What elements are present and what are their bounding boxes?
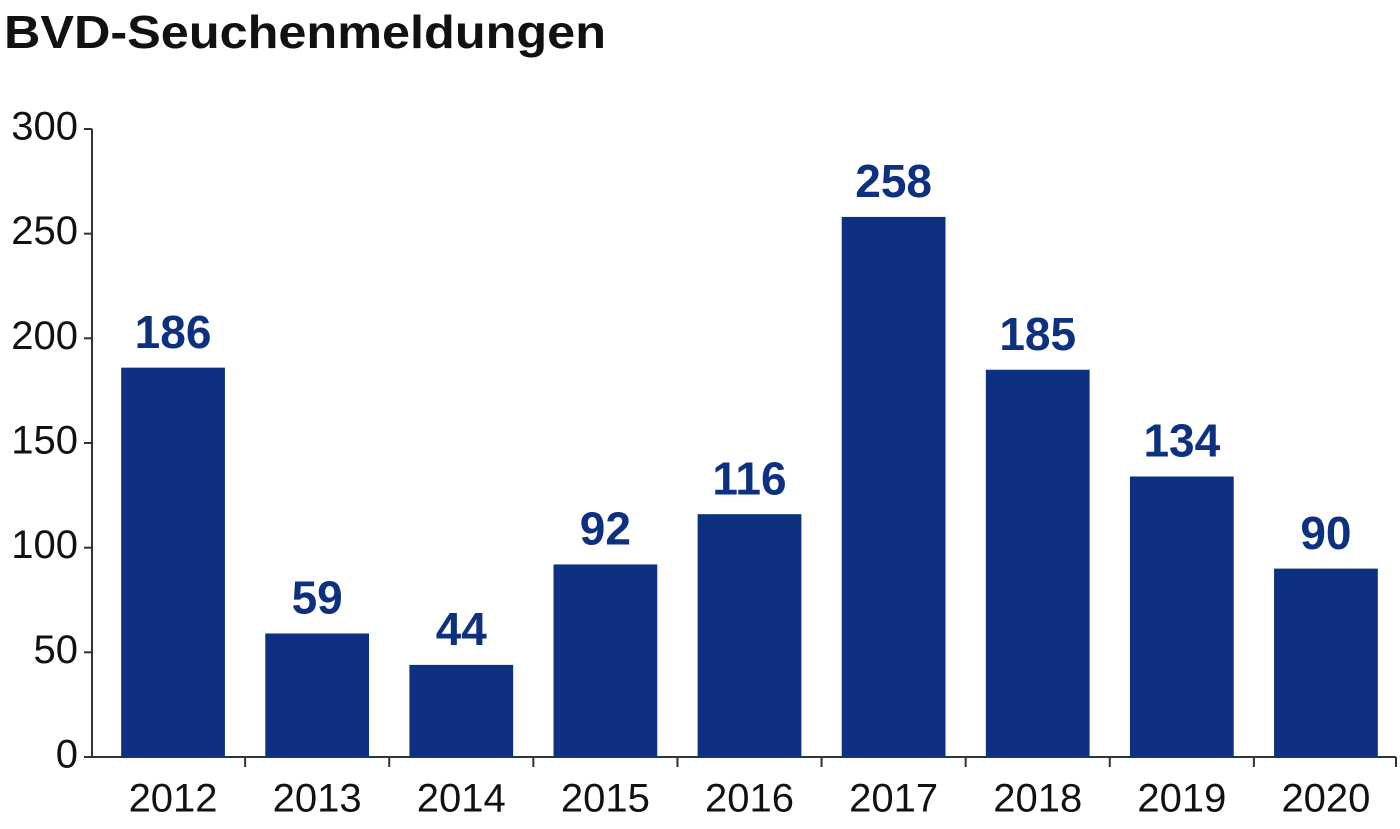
bar [985, 369, 1090, 757]
x-tick-label: 2013 [273, 777, 362, 821]
y-tick-label: 300 [11, 105, 78, 149]
bar [697, 514, 802, 757]
y-tick-label: 250 [11, 209, 78, 253]
data-label: 44 [436, 603, 488, 655]
y-tick-label: 150 [11, 419, 78, 463]
x-tick-label: 2020 [1281, 777, 1370, 821]
data-label: 258 [855, 155, 932, 207]
x-tick-label: 2016 [705, 777, 794, 821]
y-tick-label: 50 [34, 628, 79, 672]
x-tick-label: 2015 [561, 777, 650, 821]
x-tick-label: 2019 [1137, 777, 1226, 821]
data-label: 92 [580, 503, 631, 555]
data-label: 186 [135, 306, 212, 358]
x-tick-label: 2012 [129, 777, 218, 821]
x-tick-label: 2017 [849, 777, 938, 821]
bar [553, 564, 658, 757]
bar [409, 664, 514, 757]
data-label: 90 [1300, 507, 1351, 559]
data-label: 185 [999, 308, 1076, 360]
y-tick-label: 100 [11, 523, 78, 567]
bar [1274, 568, 1378, 757]
bar [265, 633, 370, 757]
x-tick-label: 2014 [417, 777, 506, 821]
y-tick-label: 200 [11, 314, 78, 358]
bar [841, 216, 946, 758]
data-label: 116 [712, 452, 786, 504]
x-tick-label: 2018 [993, 777, 1082, 821]
bar [1129, 476, 1234, 757]
bar [121, 367, 225, 757]
data-label: 134 [1143, 415, 1220, 467]
data-label: 59 [292, 572, 343, 624]
chart-title: BVD-Seuchenmeldungen [4, 6, 606, 58]
y-tick-label: 0 [56, 733, 78, 777]
